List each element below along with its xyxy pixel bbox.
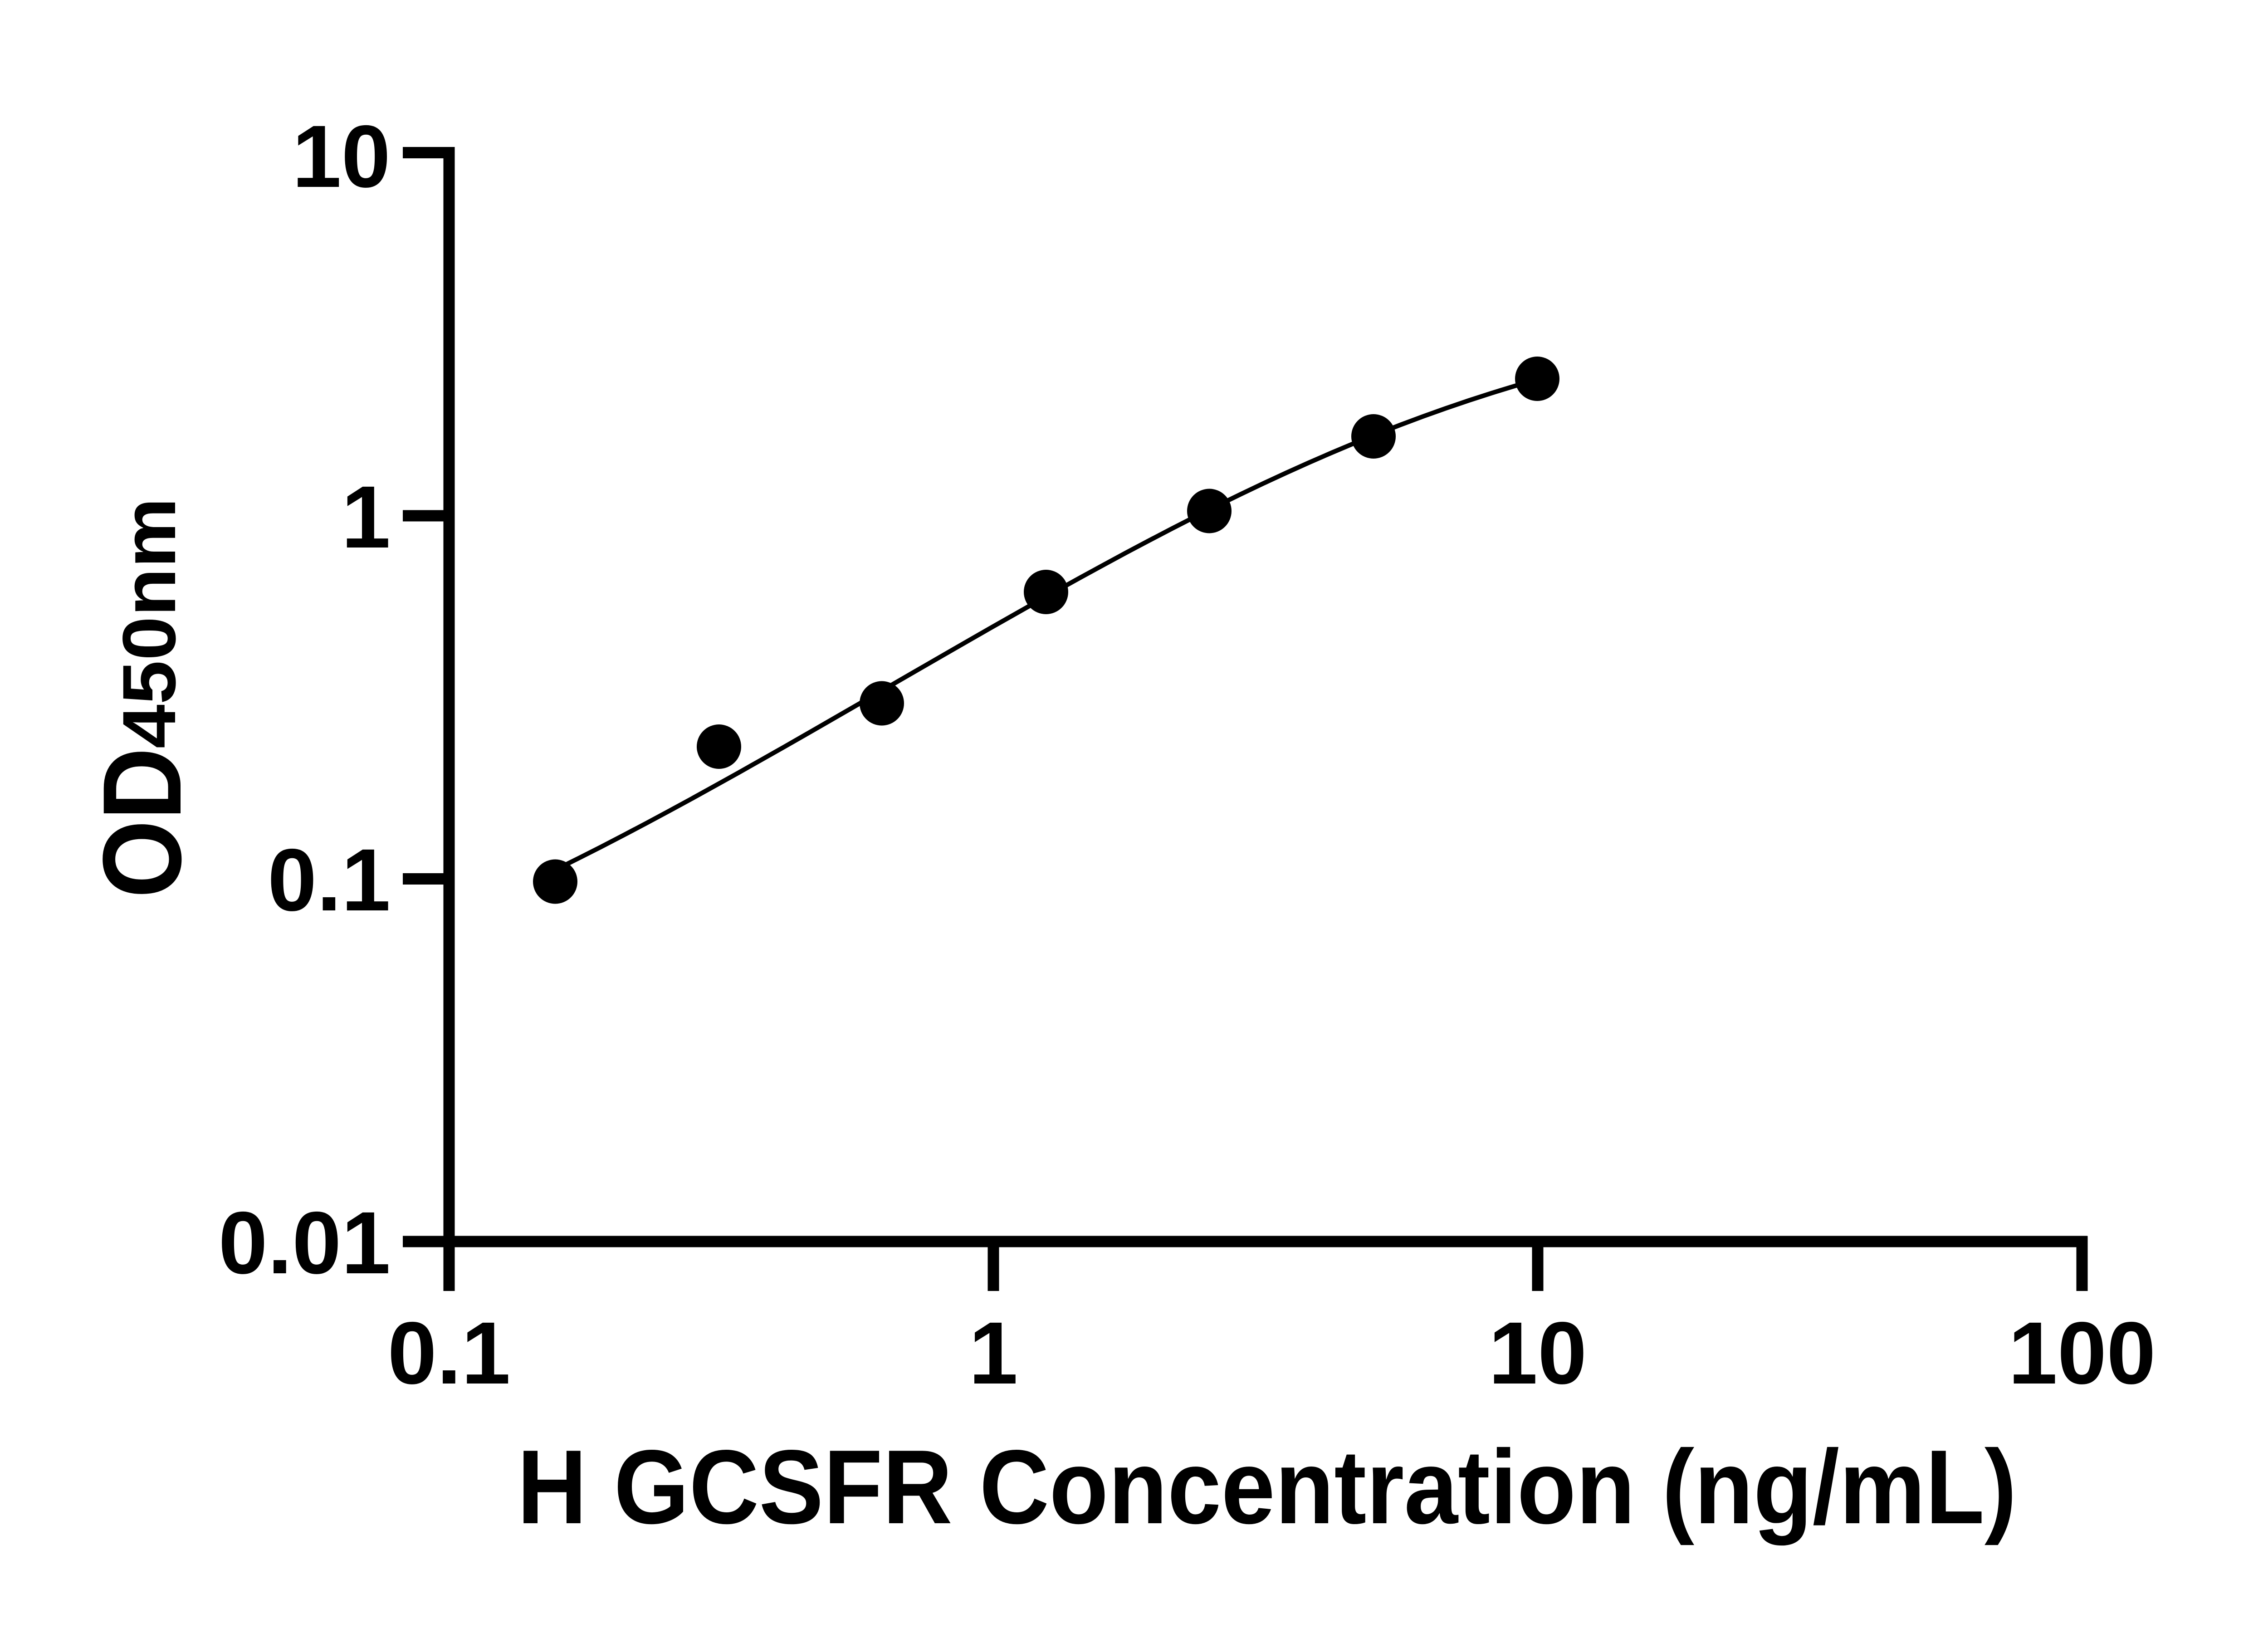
svg-text:1: 1 (342, 468, 391, 567)
svg-text:1: 1 (969, 1304, 1018, 1403)
svg-text:H GCSFR Concentration (ng/mL): H GCSFR Concentration (ng/mL) (517, 1428, 2017, 1546)
svg-text:0.1: 0.1 (268, 831, 391, 929)
svg-text:450nm: 450nm (108, 498, 191, 748)
svg-text:10: 10 (1489, 1304, 1587, 1403)
svg-text:100: 100 (2008, 1304, 2156, 1403)
svg-text:OD: OD (80, 748, 205, 898)
svg-text:10: 10 (292, 107, 391, 206)
svg-text:0.1: 0.1 (387, 1304, 510, 1403)
svg-text:0.01: 0.01 (218, 1193, 391, 1292)
